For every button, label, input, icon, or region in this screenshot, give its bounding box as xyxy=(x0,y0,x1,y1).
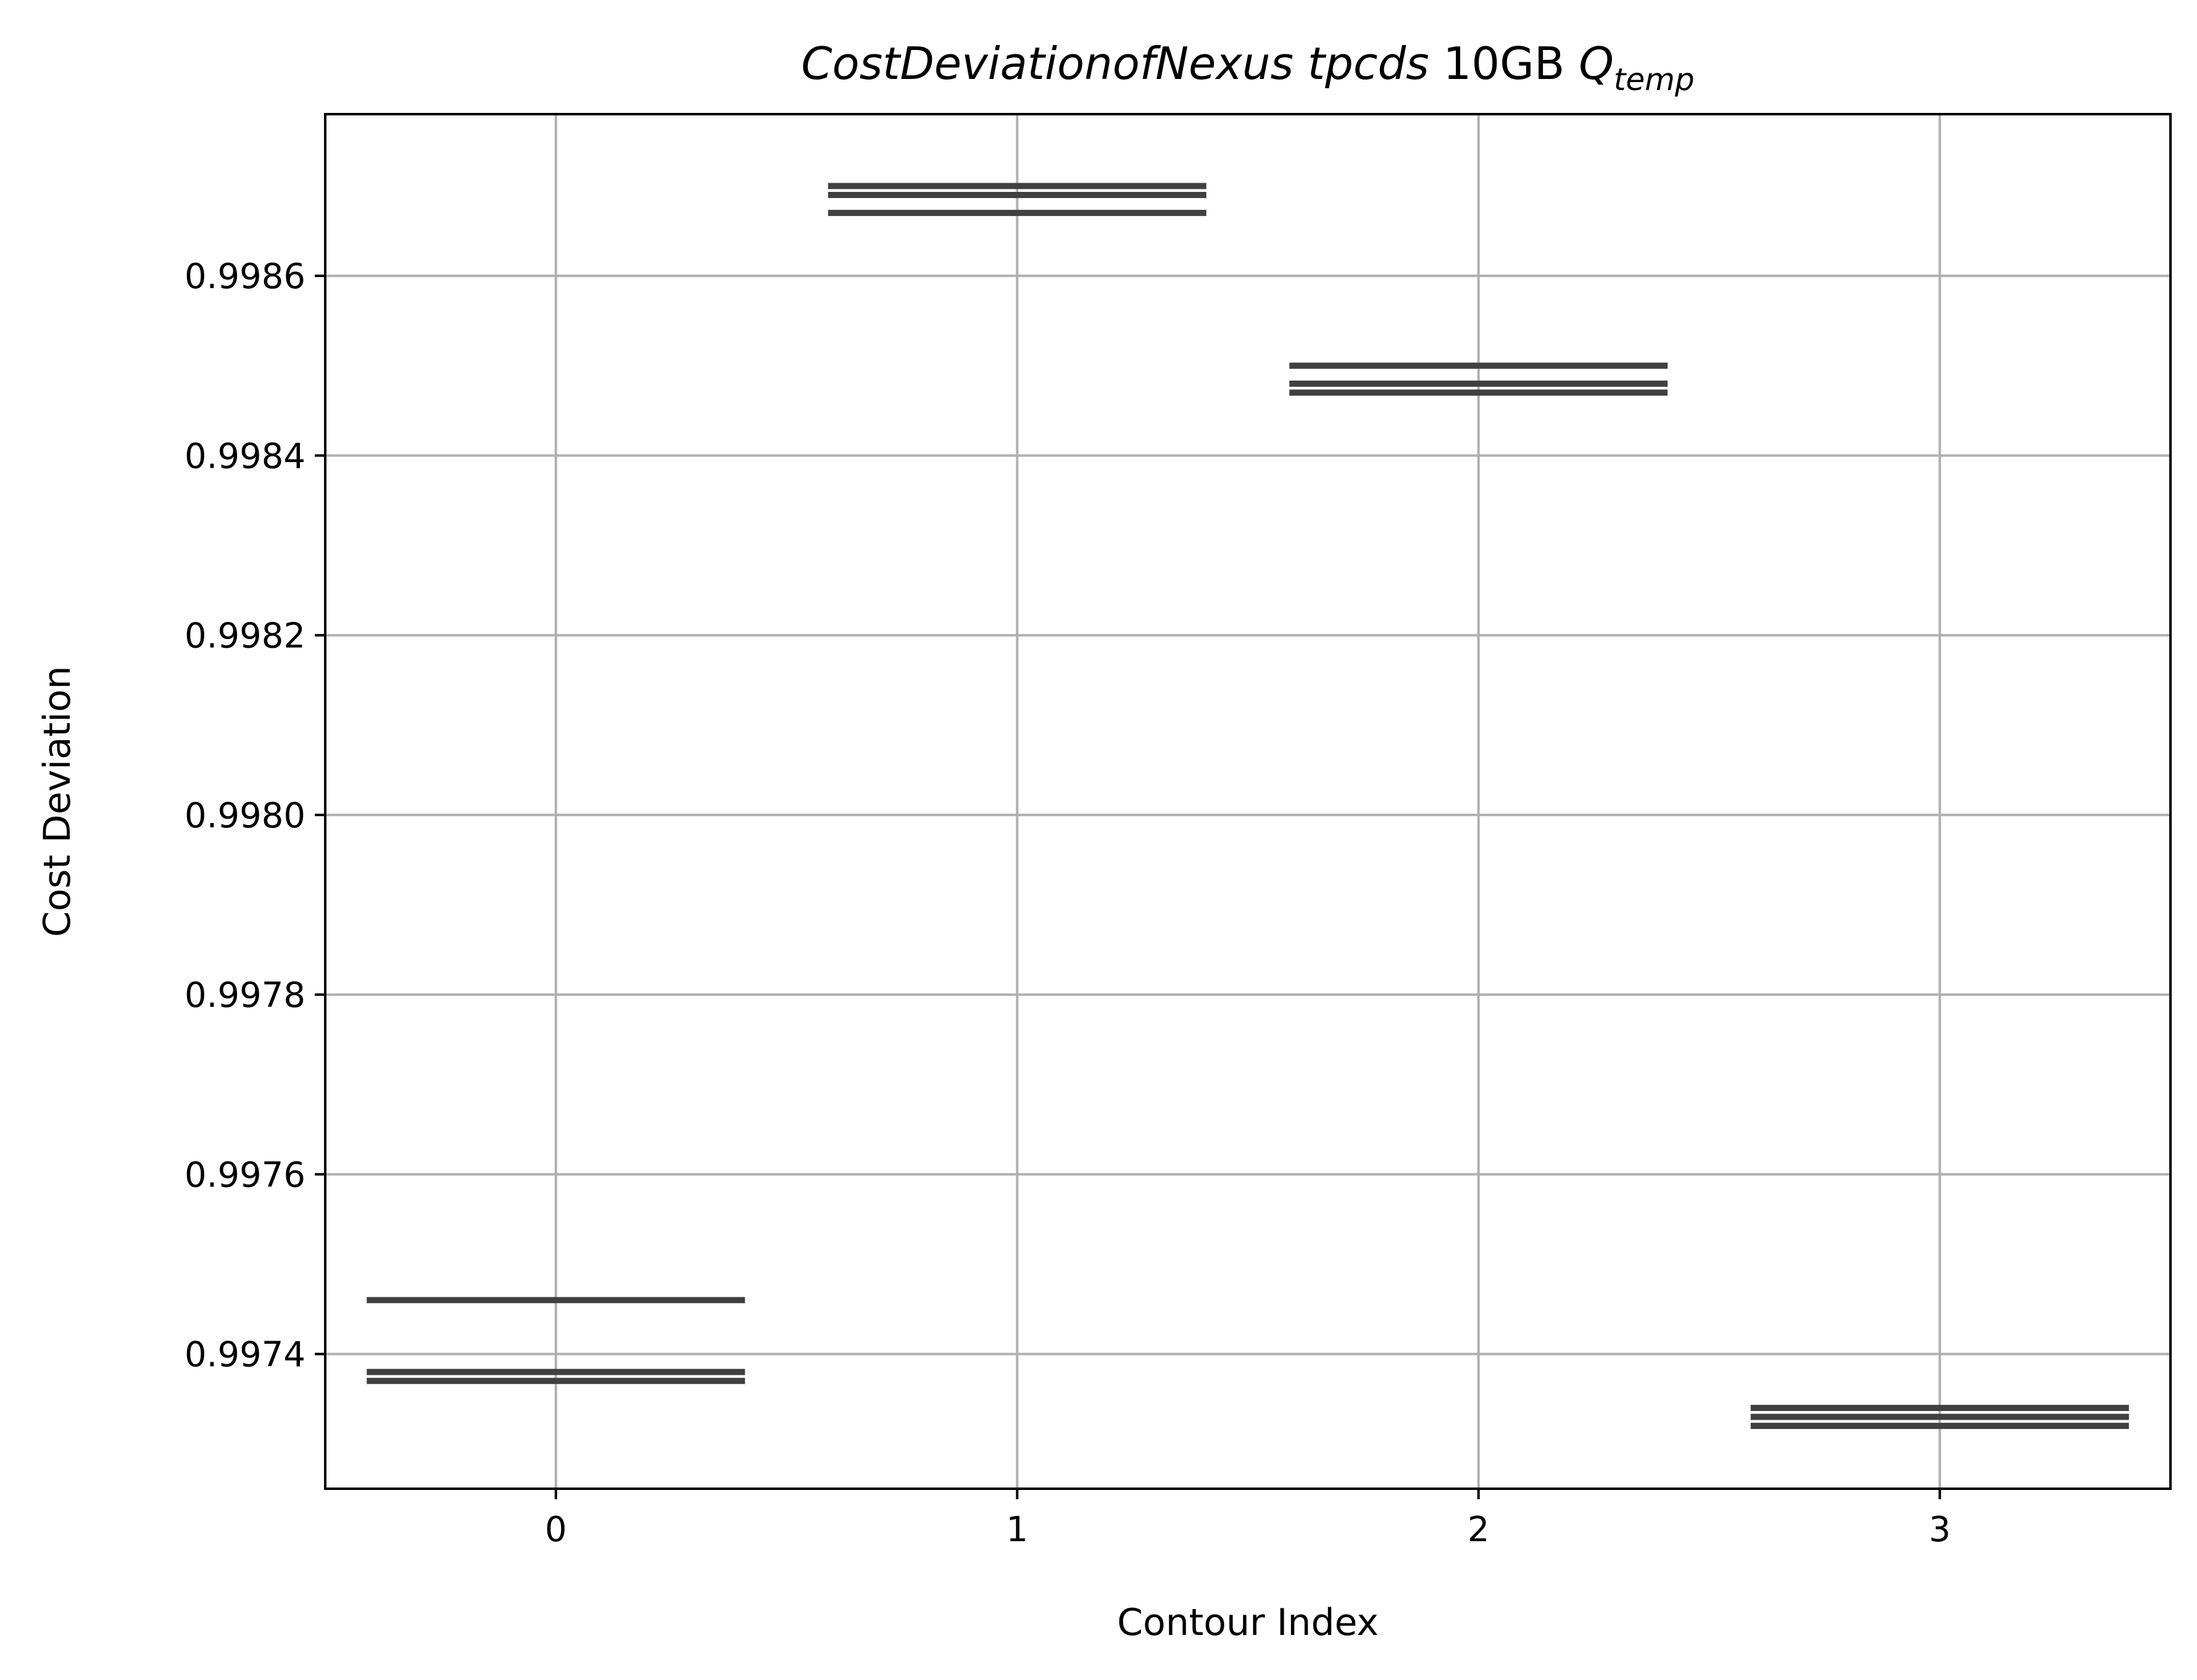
chart-title: CostDeviationofNexus tpcds 10GB Qtemp xyxy=(801,38,1694,97)
chart-title-query: Q xyxy=(1579,38,1614,89)
x-tick-label: 0 xyxy=(545,1510,567,1550)
y-tick-label: 0.9976 xyxy=(185,1155,305,1195)
x-tick-label: 3 xyxy=(1929,1510,1951,1550)
y-tick-label: 0.9974 xyxy=(185,1335,305,1375)
chart-title-main: CostDeviationofNexus tpcds xyxy=(801,38,1429,89)
y-tick-label: 0.9984 xyxy=(185,436,305,476)
y-tick-label: 0.9980 xyxy=(185,796,305,836)
grid xyxy=(325,114,2170,1489)
ticks: 0 1 2 3 0.9974 0.9976 0.9978 0.9980 0.9982 0.9984… xyxy=(185,257,1951,1550)
x-tick-label: 1 xyxy=(1006,1510,1028,1550)
x-tick-label: 2 xyxy=(1468,1510,1490,1550)
y-tick-label: 0.9978 xyxy=(185,975,305,1016)
chart-title-dataset-size: 10GB xyxy=(1443,38,1565,89)
y-tick-label: 0.9982 xyxy=(185,616,305,656)
y-axis-label: Cost Deviation xyxy=(36,666,79,937)
data-segments xyxy=(367,183,2129,1430)
axes-frame xyxy=(324,113,2172,1490)
chart-title-subscript: temp xyxy=(1614,62,1695,97)
x-axis-label: Contour Index xyxy=(1117,1601,1379,1644)
y-tick-label: 0.9986 xyxy=(185,257,305,297)
